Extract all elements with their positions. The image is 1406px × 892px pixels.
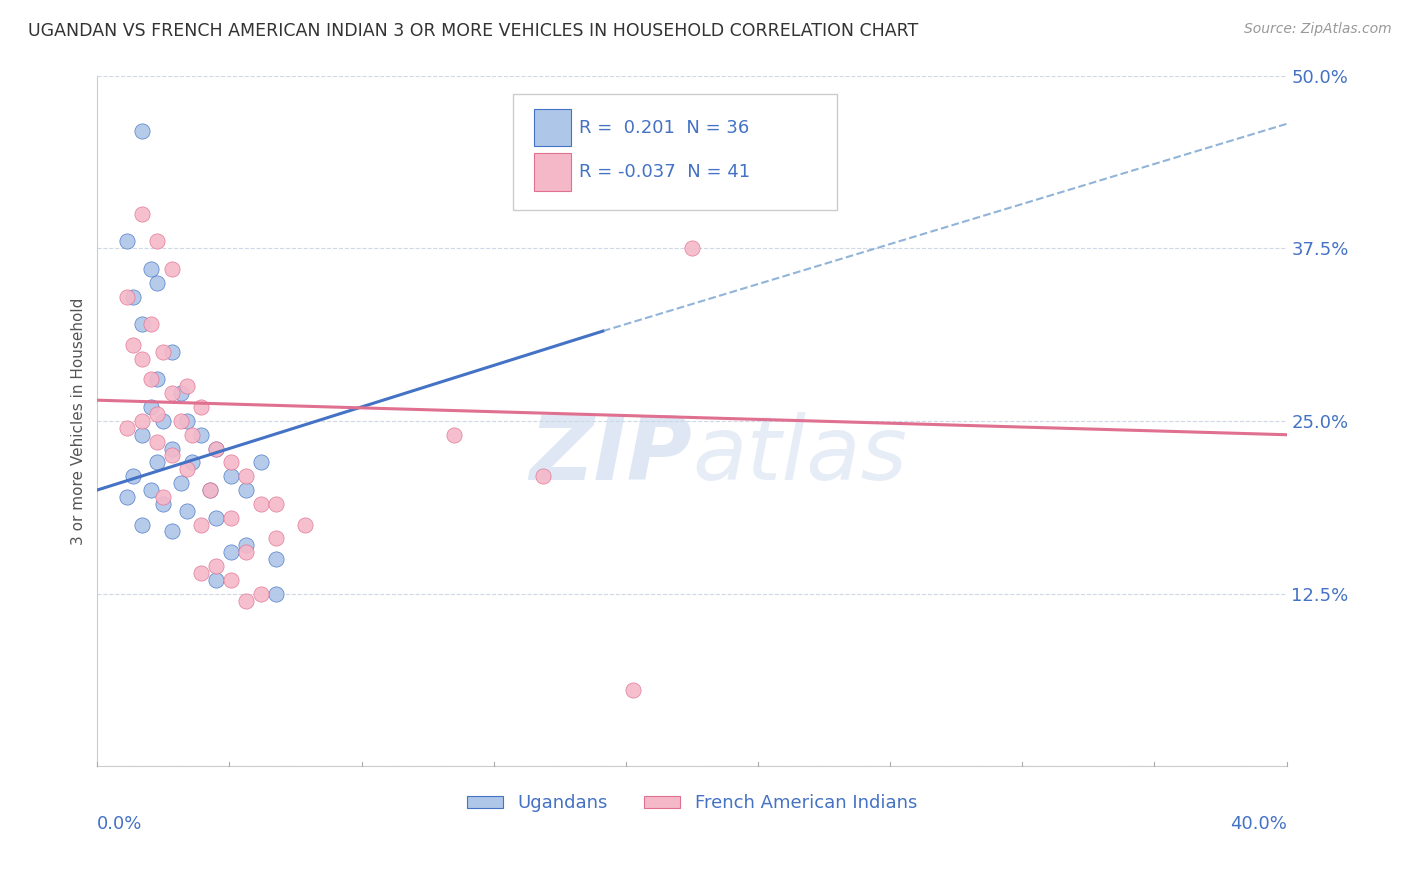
Point <box>160 449 183 463</box>
Point <box>190 427 212 442</box>
Point <box>115 421 138 435</box>
Point <box>531 469 554 483</box>
Point <box>115 490 138 504</box>
Point <box>139 262 162 277</box>
Point <box>235 593 257 607</box>
Point <box>181 455 204 469</box>
Point <box>176 414 198 428</box>
Point <box>205 442 228 456</box>
Text: Source: ZipAtlas.com: Source: ZipAtlas.com <box>1244 22 1392 37</box>
Point <box>160 386 183 401</box>
Point <box>205 559 228 574</box>
Point <box>139 483 162 497</box>
Point <box>146 235 169 249</box>
Point <box>146 372 169 386</box>
Text: 40.0%: 40.0% <box>1230 814 1286 832</box>
Point <box>131 317 153 331</box>
Point <box>131 517 153 532</box>
Point <box>139 372 162 386</box>
Point <box>190 566 212 580</box>
Point <box>250 497 273 511</box>
Point <box>152 490 174 504</box>
Point <box>169 476 191 491</box>
Point <box>131 427 153 442</box>
Point <box>139 317 162 331</box>
Point <box>131 124 153 138</box>
Point <box>160 442 183 456</box>
Point <box>115 235 138 249</box>
Text: atlas: atlas <box>692 412 907 499</box>
Point <box>235 538 257 552</box>
Point <box>200 483 222 497</box>
Point <box>235 483 257 497</box>
Point <box>219 469 242 483</box>
Point <box>176 462 198 476</box>
Point <box>160 524 183 539</box>
Point <box>122 289 145 303</box>
Point <box>115 289 138 303</box>
Point <box>235 469 257 483</box>
Point <box>146 407 169 421</box>
Point <box>152 414 174 428</box>
Point <box>681 241 703 255</box>
Point <box>219 545 242 559</box>
Point <box>250 455 273 469</box>
Point <box>152 497 174 511</box>
Point <box>160 344 183 359</box>
Point <box>190 400 212 414</box>
Point <box>219 510 242 524</box>
Point <box>264 532 287 546</box>
Point <box>190 517 212 532</box>
Point <box>294 517 316 532</box>
Y-axis label: 3 or more Vehicles in Household: 3 or more Vehicles in Household <box>72 297 86 545</box>
Text: R = -0.037  N = 41: R = -0.037 N = 41 <box>579 163 751 181</box>
Point <box>146 434 169 449</box>
Point <box>131 351 153 366</box>
Point <box>122 338 145 352</box>
Point <box>122 469 145 483</box>
Point <box>131 207 153 221</box>
Text: UGANDAN VS FRENCH AMERICAN INDIAN 3 OR MORE VEHICLES IN HOUSEHOLD CORRELATION CH: UGANDAN VS FRENCH AMERICAN INDIAN 3 OR M… <box>28 22 918 40</box>
Point <box>131 414 153 428</box>
Point <box>235 545 257 559</box>
Point <box>264 586 287 600</box>
Text: R =  0.201  N = 36: R = 0.201 N = 36 <box>579 119 749 136</box>
Point <box>152 344 174 359</box>
Point <box>443 427 465 442</box>
Point <box>250 586 273 600</box>
Point <box>139 400 162 414</box>
Point <box>176 504 198 518</box>
Point <box>181 427 204 442</box>
Point <box>621 683 644 698</box>
Point <box>205 442 228 456</box>
Text: 0.0%: 0.0% <box>97 814 143 832</box>
Legend: Ugandans, French American Indians: Ugandans, French American Indians <box>460 787 924 820</box>
Point <box>169 414 191 428</box>
Point <box>176 379 198 393</box>
Point <box>219 573 242 587</box>
Point <box>200 483 222 497</box>
Point <box>264 552 287 566</box>
Text: ZIP: ZIP <box>529 412 692 499</box>
Point <box>146 276 169 290</box>
Point <box>205 573 228 587</box>
Point <box>146 455 169 469</box>
Point <box>160 262 183 277</box>
Point <box>264 497 287 511</box>
Point <box>205 510 228 524</box>
Point <box>219 455 242 469</box>
Point <box>169 386 191 401</box>
